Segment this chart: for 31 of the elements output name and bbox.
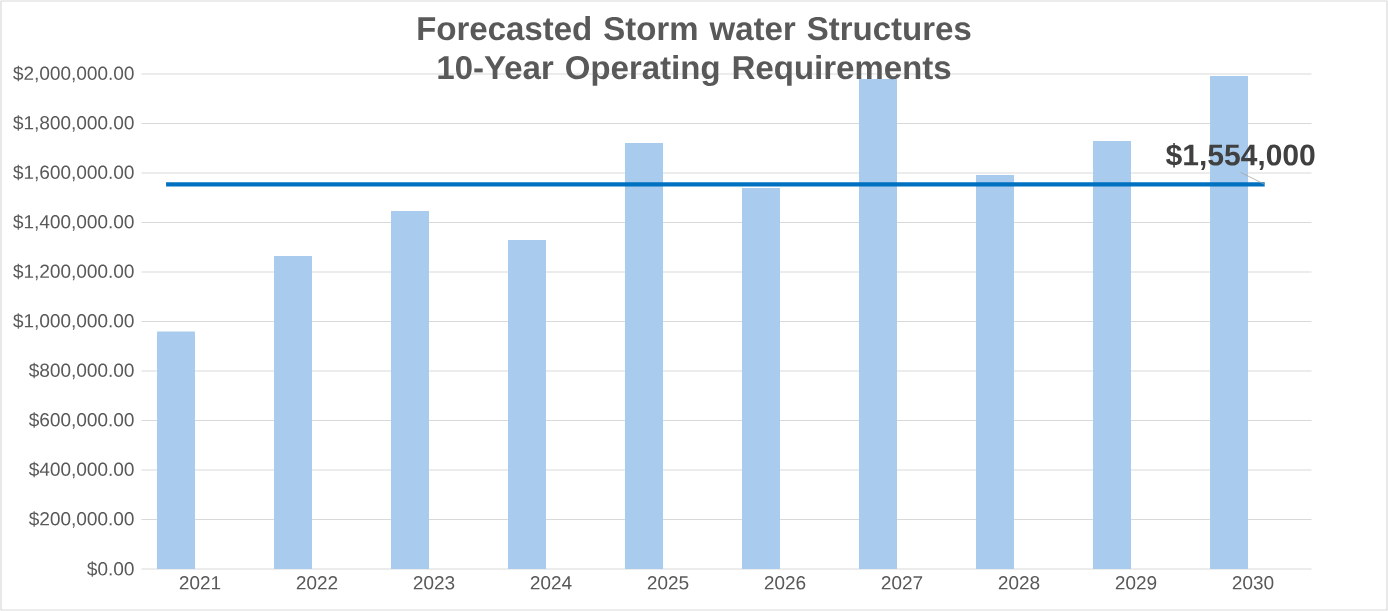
bar [391,211,429,569]
bar [975,174,1014,569]
x-tick-label: 2030 [1232,576,1274,590]
x-tick-label: 2028 [998,576,1040,590]
x-tick-label: 2029 [1115,576,1157,590]
bar [157,331,195,569]
y-tick-label: $200,000.00 [28,511,134,528]
x-tick-label: 2024 [530,576,572,590]
y-tick-label: $400,000.00 [28,461,134,479]
y-tick-label: $2,000,000.00 [13,65,134,83]
ref-line-label: $1,554,000 [1166,143,1315,170]
y-tick-label: $1,400,000.00 [13,214,134,231]
y-tick-label: $1,200,000.00 [13,263,134,281]
y-tick-label: $1,000,000.00 [13,313,134,330]
bar [625,143,663,569]
y-tick-label: $0.00 [87,561,134,577]
bar [274,255,312,569]
bar [1092,141,1131,569]
y-tick-label: $800,000.00 [28,362,134,380]
x-tick-label: 2023 [413,576,455,590]
x-tick-label: 2027 [881,576,923,590]
x-tick-label: 2021 [179,576,221,590]
y-tick-label: $1,600,000.00 [13,164,134,182]
bar [742,188,780,569]
y-tick-label: $1,800,000.00 [13,115,134,132]
x-tick-label: 2026 [764,576,806,590]
x-tick-label: 2022 [296,576,338,590]
y-tick-label: $600,000.00 [28,412,134,429]
bar [508,240,546,569]
x-tick-label: 2025 [647,576,689,590]
chart-title: Forecasted Storm water Structures 10-Year Operating Requirements [418,16,971,86]
